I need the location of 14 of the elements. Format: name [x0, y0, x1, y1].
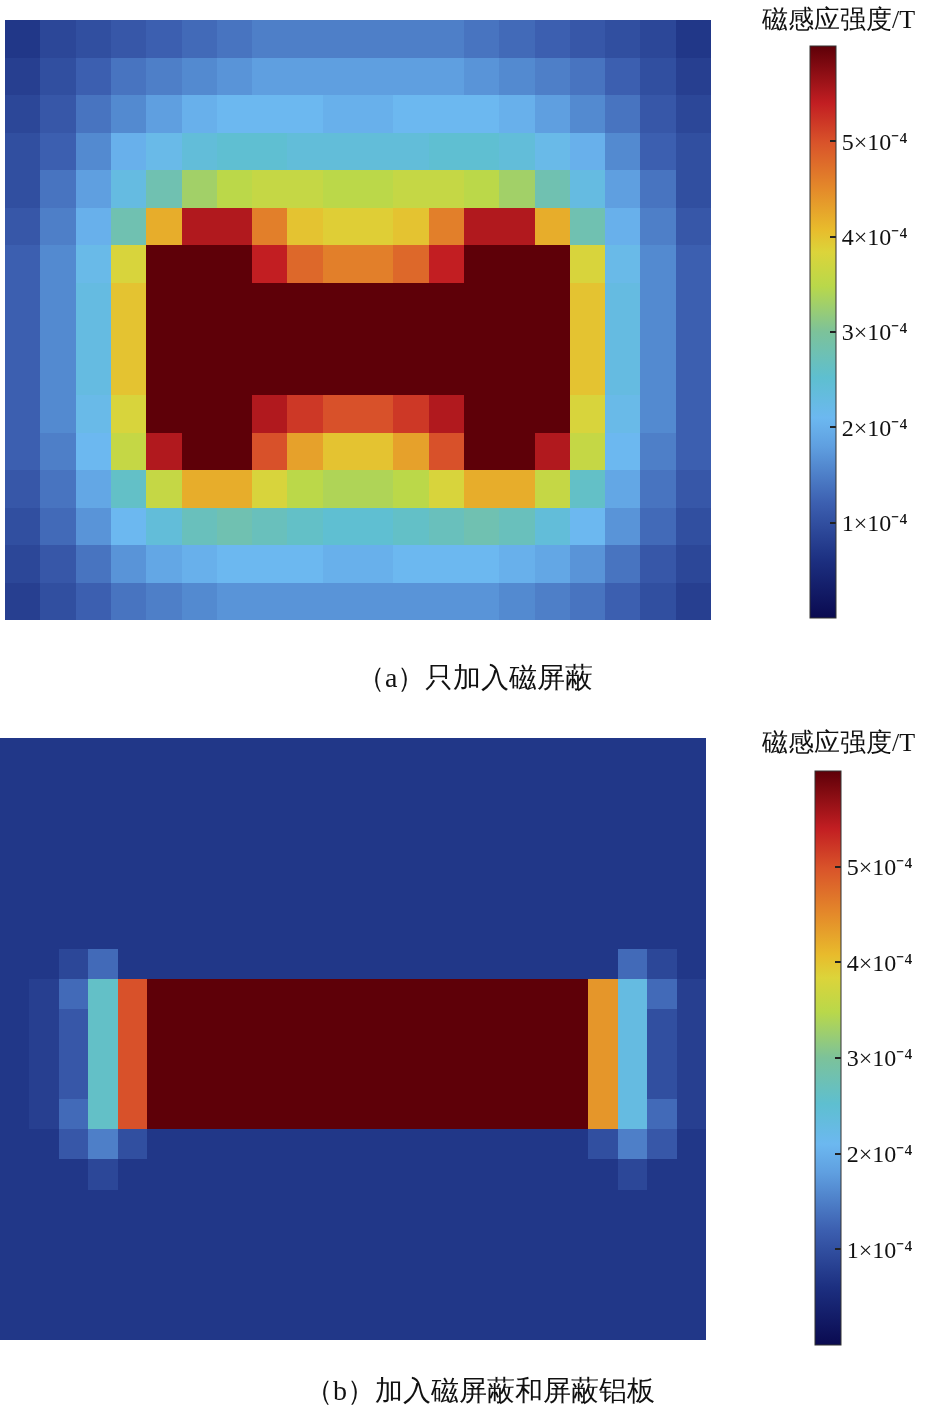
color-bar-label: 4×10⁻⁴ — [841, 224, 908, 251]
color-bar-title: 磁感应强度/T — [761, 728, 916, 757]
color-bar-label: 2×10⁻⁴ — [841, 414, 908, 441]
color-bar-label: 5×10⁻⁴ — [846, 854, 913, 881]
text: （b）加入磁屏蔽和屏蔽铝板 — [305, 1375, 655, 1406]
color-bar-label: 4×10⁻⁴ — [846, 949, 913, 976]
color-bar-label: 1×10⁻⁴ — [841, 510, 908, 537]
color-bar-label: 3×10⁻⁴ — [846, 1045, 913, 1072]
text: （a）只加入磁屏蔽 — [357, 662, 594, 693]
color-bar-title: 磁感应强度/T — [761, 5, 916, 34]
color-bar-label: 1×10⁻⁴ — [846, 1236, 913, 1263]
color-bar-label: 2×10⁻⁴ — [846, 1141, 913, 1168]
color-bar-label: 5×10⁻⁴ — [841, 128, 908, 155]
color-bar-label: 3×10⁻⁴ — [841, 319, 908, 346]
